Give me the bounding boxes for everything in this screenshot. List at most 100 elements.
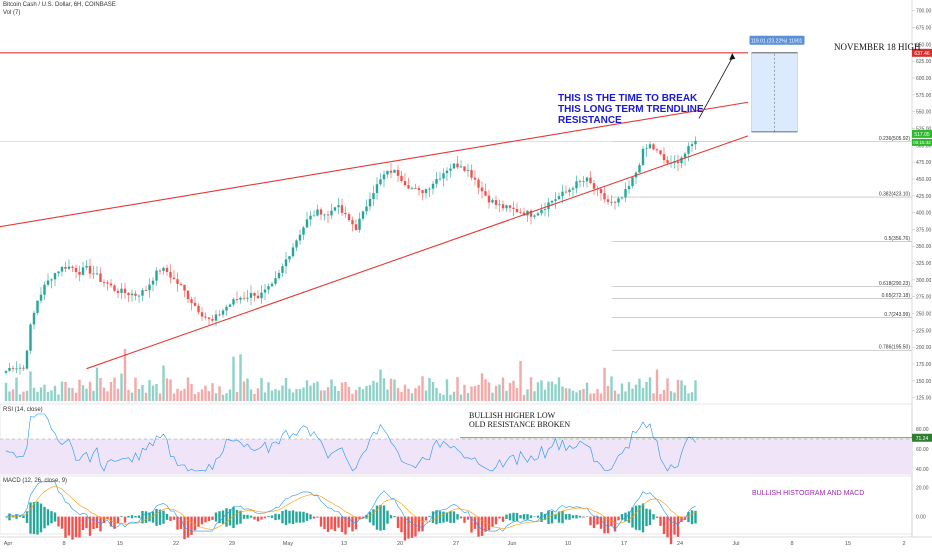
- volume-bar: [172, 393, 176, 401]
- candle-body: [529, 210, 533, 217]
- candle-body: [571, 188, 575, 190]
- macd-histogram-bar: [204, 516, 207, 523]
- macd-histogram-bar: [494, 516, 498, 525]
- macd-histogram-bar: [85, 516, 88, 529]
- volume-bar: [323, 390, 326, 401]
- volume-bar: [337, 390, 340, 401]
- volume-bar: [414, 388, 417, 401]
- macd-histogram-bar: [484, 516, 487, 532]
- candle-body: [463, 166, 466, 171]
- candle-body: [512, 207, 515, 209]
- volume-bar: [176, 388, 179, 401]
- volume-bar: [253, 393, 256, 401]
- candle-body: [60, 266, 64, 272]
- volume-bar: [550, 381, 554, 401]
- volume-bar: [473, 386, 477, 401]
- volume-bar: [662, 389, 666, 401]
- macd-histogram-bar: [690, 510, 694, 525]
- candle-body: [470, 170, 473, 178]
- volume-bar: [466, 392, 470, 401]
- macd-histogram-bar: [281, 511, 284, 524]
- macd-histogram-bar: [435, 510, 438, 525]
- macd-histogram-bar: [498, 516, 501, 519]
- volume-bar: [620, 383, 624, 401]
- macd-histogram-bar: [617, 516, 620, 521]
- macd-histogram-bar: [291, 510, 295, 525]
- nov-high-price-text: 637.46: [914, 51, 930, 57]
- volume-bar: [190, 383, 193, 401]
- macd-histogram-bar: [501, 516, 505, 522]
- candle-body: [680, 157, 683, 164]
- candle-body: [99, 273, 102, 282]
- volume-bar: [71, 387, 74, 401]
- macd-histogram-bar: [134, 515, 137, 518]
- volume-bar: [312, 382, 316, 401]
- volume-bar: [358, 386, 361, 401]
- macd-histogram-bar: [491, 516, 494, 527]
- volume-bar: [477, 384, 480, 401]
- candle-body: [109, 283, 113, 286]
- price-tick-label: 150.00: [916, 379, 932, 385]
- volume-bar: [564, 388, 568, 401]
- macd-histogram-bar: [382, 505, 386, 531]
- macd-histogram-bar: [32, 502, 36, 535]
- volume-bar: [74, 392, 78, 401]
- candle-body: [221, 310, 225, 315]
- candle-body: [351, 220, 354, 225]
- macd-histogram-bar: [309, 514, 312, 520]
- volume-bar: [235, 391, 239, 401]
- volume-bar: [459, 394, 463, 401]
- macd-histogram-bar: [557, 511, 561, 523]
- macd-histogram-bar: [561, 511, 564, 524]
- break-annotation-line-3: RESISTANCE: [558, 115, 622, 126]
- candle-body: [610, 201, 613, 203]
- candle-body: [575, 181, 578, 189]
- candle-body: [676, 161, 680, 164]
- volume-bar: [123, 349, 127, 401]
- time-tick-label: 2: [902, 541, 905, 547]
- candle-body: [585, 177, 589, 182]
- volume-bar: [599, 393, 603, 401]
- macd-histogram-bar: [375, 505, 379, 530]
- candle-body: [85, 265, 88, 268]
- volume-bar: [652, 393, 655, 401]
- macd-histogram-bar: [659, 516, 662, 526]
- macd-histogram-bar: [344, 516, 347, 535]
- macd-histogram-bar: [337, 516, 340, 528]
- volume-bar: [225, 393, 228, 401]
- candle-body: [253, 293, 256, 296]
- candle-body: [456, 163, 459, 168]
- volume-bar: [428, 377, 431, 401]
- candle-body: [417, 188, 421, 191]
- macd-histogram-bar: [634, 505, 638, 530]
- volume-bar: [543, 389, 547, 401]
- macd-histogram-bar: [92, 516, 95, 530]
- candle-body: [302, 227, 305, 235]
- volume-bar: [634, 384, 638, 401]
- price-tick-label: 650.00: [916, 42, 932, 48]
- candle-body: [501, 204, 505, 209]
- volume-bar: [529, 377, 533, 401]
- volume-bar: [60, 381, 64, 401]
- candle-body: [337, 205, 340, 208]
- macd-histogram-bar: [655, 516, 659, 518]
- macd-histogram-bar: [109, 516, 113, 527]
- macd-histogram-bar: [197, 516, 200, 527]
- candle-body: [466, 170, 470, 171]
- time-tick-label: May: [283, 541, 294, 547]
- rsi-tick-label: 60.00: [916, 447, 929, 453]
- macd-histogram-bar: [225, 508, 228, 527]
- volume-bar: [130, 392, 134, 401]
- macd-histogram-bar: [249, 515, 253, 518]
- volume-bar: [81, 385, 85, 401]
- candle-body: [50, 279, 53, 281]
- macd-histogram-bar: [172, 516, 176, 520]
- trendline-resistance: [0, 101, 749, 228]
- macd-histogram-bar: [22, 515, 25, 519]
- candle-body: [207, 317, 211, 320]
- candle-body: [270, 283, 274, 287]
- candle-body: [442, 173, 445, 179]
- volume-bar: [508, 382, 512, 401]
- candle-body: [683, 153, 687, 158]
